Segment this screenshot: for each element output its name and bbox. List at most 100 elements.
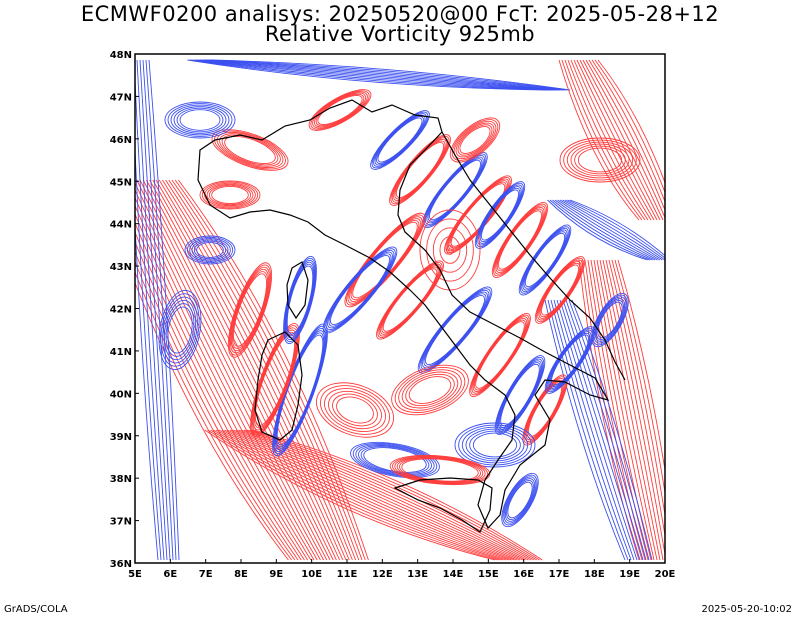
contour-line — [419, 288, 491, 372]
contour-line — [135, 213, 312, 561]
contour-line — [548, 331, 592, 389]
contour-line — [173, 106, 227, 134]
contour-line — [286, 263, 314, 337]
contour-line — [251, 325, 299, 435]
contour-line — [160, 293, 200, 367]
contour-line — [252, 327, 298, 433]
contour-line — [328, 253, 392, 327]
render-timestamp: 2025-05-20-10:02 — [701, 604, 792, 615]
contour-line — [313, 92, 367, 128]
contour-line — [218, 429, 509, 561]
contour-line — [494, 355, 546, 435]
contour-line — [495, 207, 545, 273]
contour-line — [559, 137, 641, 183]
contour-line — [446, 245, 454, 255]
contour-line — [197, 59, 558, 91]
contour-line — [312, 91, 368, 129]
contour-line — [392, 455, 488, 485]
contour-line — [559, 299, 641, 561]
contour-line — [179, 109, 221, 131]
contour-line — [373, 113, 427, 167]
contour-line — [469, 430, 521, 460]
contour-line — [389, 454, 491, 486]
contour-line — [308, 89, 372, 131]
lon-tick-label: 13E — [407, 569, 428, 580]
longitude-axis: 5E 6E 7E 8E 9E 10E 11E 12E 13E 14E 15E 16E 17E 18E 19E… — [128, 559, 676, 580]
contour-line — [135, 181, 324, 561]
contour-line — [371, 111, 429, 169]
contour-line — [472, 432, 518, 458]
lat-tick-label: 47N — [110, 92, 132, 103]
contour-line — [230, 268, 270, 352]
contour-line — [554, 199, 656, 261]
contour-line — [587, 259, 649, 561]
contour-line — [549, 199, 651, 261]
lon-tick-label: 6E — [163, 569, 177, 580]
contour-line — [221, 134, 279, 166]
lat-tick-label: 40N — [110, 389, 132, 400]
contour-line — [547, 299, 629, 561]
software-credit: GrADS/COLA — [4, 604, 68, 615]
contour-line — [214, 130, 286, 170]
contour-line — [330, 255, 390, 325]
contour-line — [148, 59, 180, 561]
contour-line — [507, 481, 533, 519]
contour-line — [585, 59, 665, 219]
contour-line — [162, 296, 198, 364]
contour-line — [221, 429, 512, 561]
contour-line — [135, 221, 308, 561]
contour-line — [224, 429, 515, 561]
contour-line — [142, 179, 334, 561]
contour-line — [310, 90, 370, 130]
contour-line — [570, 143, 630, 177]
contour-line — [189, 238, 231, 262]
lon-tick-label: 15E — [478, 569, 499, 580]
contour-line — [136, 59, 168, 561]
contour-line — [170, 104, 230, 136]
contour-line — [135, 71, 165, 561]
contour-line — [401, 371, 459, 409]
contour-line — [325, 249, 395, 331]
contour-line — [135, 281, 289, 561]
contour-line — [423, 293, 487, 367]
contour-line — [227, 429, 518, 561]
contour-line — [135, 270, 292, 561]
contour-line — [394, 456, 486, 484]
contour-line — [539, 262, 581, 318]
contour-line — [593, 296, 627, 344]
contour-line — [469, 313, 531, 397]
contour-line — [174, 179, 366, 561]
contour-line — [252, 429, 543, 561]
contour-line — [599, 259, 661, 561]
lat-tick-label: 43N — [110, 262, 132, 273]
contour-line — [229, 429, 521, 561]
contour-line — [470, 314, 530, 396]
contour-line — [227, 262, 273, 358]
contour-line — [328, 390, 382, 430]
contour-line — [315, 93, 365, 127]
contour-line — [398, 369, 462, 411]
contour-line — [382, 268, 438, 332]
contour-line — [320, 385, 390, 435]
contour-line — [493, 203, 547, 277]
contour-line — [210, 429, 501, 561]
contour-line — [324, 388, 386, 432]
contour-line — [593, 259, 655, 561]
contour-line — [597, 301, 623, 339]
contour-line — [254, 333, 296, 427]
contour-line — [199, 180, 261, 210]
lon-tick-label: 9E — [269, 569, 283, 580]
contour-line — [394, 140, 446, 200]
contour-line — [355, 444, 435, 476]
contour-line — [186, 236, 234, 264]
contour-line — [547, 199, 648, 261]
contour-line — [193, 240, 227, 260]
contour-line — [422, 151, 488, 229]
contour-line — [592, 294, 628, 346]
contour-line — [444, 175, 512, 255]
contour-line — [594, 298, 626, 342]
lat-tick-label: 44N — [110, 220, 132, 231]
contour-line — [567, 199, 665, 259]
contour-line — [591, 59, 665, 203]
